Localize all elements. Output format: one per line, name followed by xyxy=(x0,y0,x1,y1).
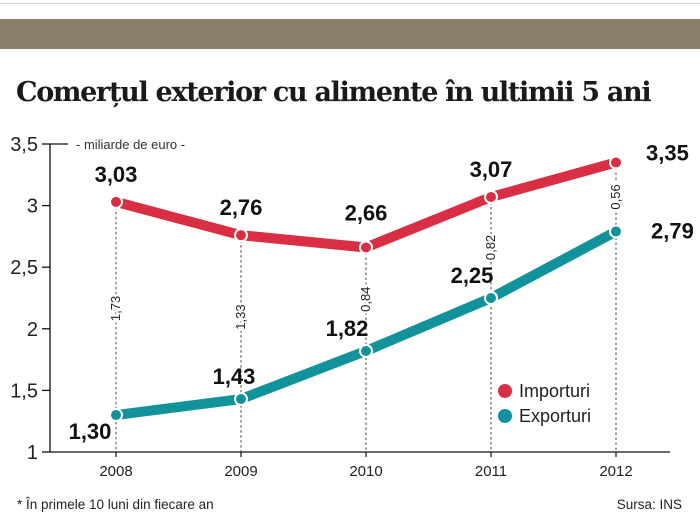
data-point-exports xyxy=(609,224,623,239)
x-tick-label-2011: 2011 xyxy=(475,463,507,480)
chart-title: Comerțul exterior cu alimente în ultimii… xyxy=(16,77,652,108)
difference-label: 1,33 xyxy=(233,304,248,329)
data-label-imports: 2,76 xyxy=(220,195,263,220)
top-rule xyxy=(0,3,700,4)
data-point-imports xyxy=(234,228,248,243)
data-label-imports: 3,03 xyxy=(95,162,138,187)
header-band xyxy=(0,19,700,49)
x-tick-label-2012: 2012 xyxy=(599,463,632,480)
data-label-exports: 1,82 xyxy=(326,316,369,341)
y-tick-label: 3,5 xyxy=(10,134,38,156)
data-point-imports xyxy=(609,155,623,170)
x-tick-label-2009: 2009 xyxy=(224,463,257,480)
data-point-exports xyxy=(109,408,123,423)
y-tick-label: 1 xyxy=(27,442,38,464)
data-point-exports xyxy=(234,392,248,407)
legend-marker-imports xyxy=(498,384,512,398)
data-label-exports: 2,25 xyxy=(451,263,494,288)
source-note: Sursa: INS xyxy=(616,497,682,512)
data-point-imports xyxy=(109,194,123,209)
data-label-exports: 1,30 xyxy=(69,419,112,444)
data-label-imports: 3,07 xyxy=(470,157,513,182)
y-tick-label: 1,5 xyxy=(10,380,38,402)
data-point-imports xyxy=(359,240,373,255)
difference-label: 0,56 xyxy=(608,184,623,209)
data-point-exports xyxy=(484,291,498,305)
footnote: * În primele 10 luni din fiecare an xyxy=(17,497,214,512)
unit-label: - miliarde de euro - xyxy=(76,137,185,152)
x-tick-label-2010: 2010 xyxy=(349,463,382,480)
data-label-imports: 3,35 xyxy=(646,140,689,165)
y-tick-label: 2 xyxy=(27,319,38,341)
data-point-imports xyxy=(484,189,498,204)
data-label-imports: 2,66 xyxy=(345,200,388,225)
data-label-exports: 2,79 xyxy=(651,218,694,243)
x-tick-label-2008: 2008 xyxy=(99,463,132,480)
legend-label-imports: Importuri xyxy=(519,381,590,401)
difference-label: 0,84 xyxy=(358,287,373,312)
y-tick-label: 3 xyxy=(27,196,38,218)
data-point-exports xyxy=(359,343,373,358)
legend-marker-exports xyxy=(498,409,512,423)
difference-label: 1,73 xyxy=(108,296,123,321)
data-label-exports: 1,43 xyxy=(213,364,256,389)
difference-label: 0,82 xyxy=(483,235,498,260)
y-tick-label: 2,5 xyxy=(10,257,38,279)
legend-label-exports: Exporturi xyxy=(519,406,591,426)
